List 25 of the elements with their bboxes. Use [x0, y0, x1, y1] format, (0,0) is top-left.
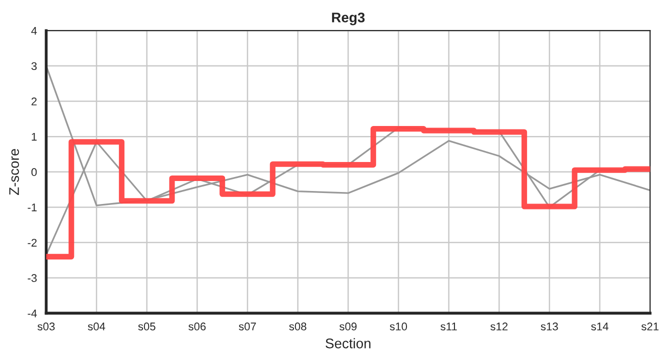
- x-tick-label: s05: [138, 322, 156, 330]
- y-tick-label: -4: [28, 310, 37, 318]
- x-axis-title: Section: [326, 338, 370, 348]
- y-tick-label: 0: [31, 168, 37, 176]
- chart-title: Reg3: [332, 12, 365, 26]
- x-tick-label: s10: [390, 322, 407, 330]
- y-tick-label: 4: [31, 26, 37, 35]
- y-axis-title: Z-score: [9, 148, 19, 195]
- x-tick-label: s08: [289, 322, 306, 330]
- x-tick-label: s06: [188, 322, 206, 330]
- x-tick-label: s13: [540, 322, 558, 330]
- x-tick-label: s09: [340, 322, 357, 330]
- y-tick-label: 3: [31, 62, 37, 70]
- x-tick-label: s03: [38, 322, 55, 330]
- x-tick-label: s12: [490, 322, 508, 330]
- y-tick-label: 1: [32, 132, 37, 141]
- y-tick-label: -3: [28, 274, 37, 282]
- y-tick-label: 2: [32, 98, 37, 106]
- y-tick-label: -2: [28, 238, 37, 247]
- x-tick-label: s21: [641, 322, 659, 330]
- x-tick-label: s14: [591, 322, 608, 330]
- x-tick-label: s07: [238, 322, 256, 330]
- x-tick-label: s04: [88, 322, 106, 330]
- x-tick-label: s11: [440, 322, 457, 330]
- y-tick-label: -1: [28, 204, 37, 212]
